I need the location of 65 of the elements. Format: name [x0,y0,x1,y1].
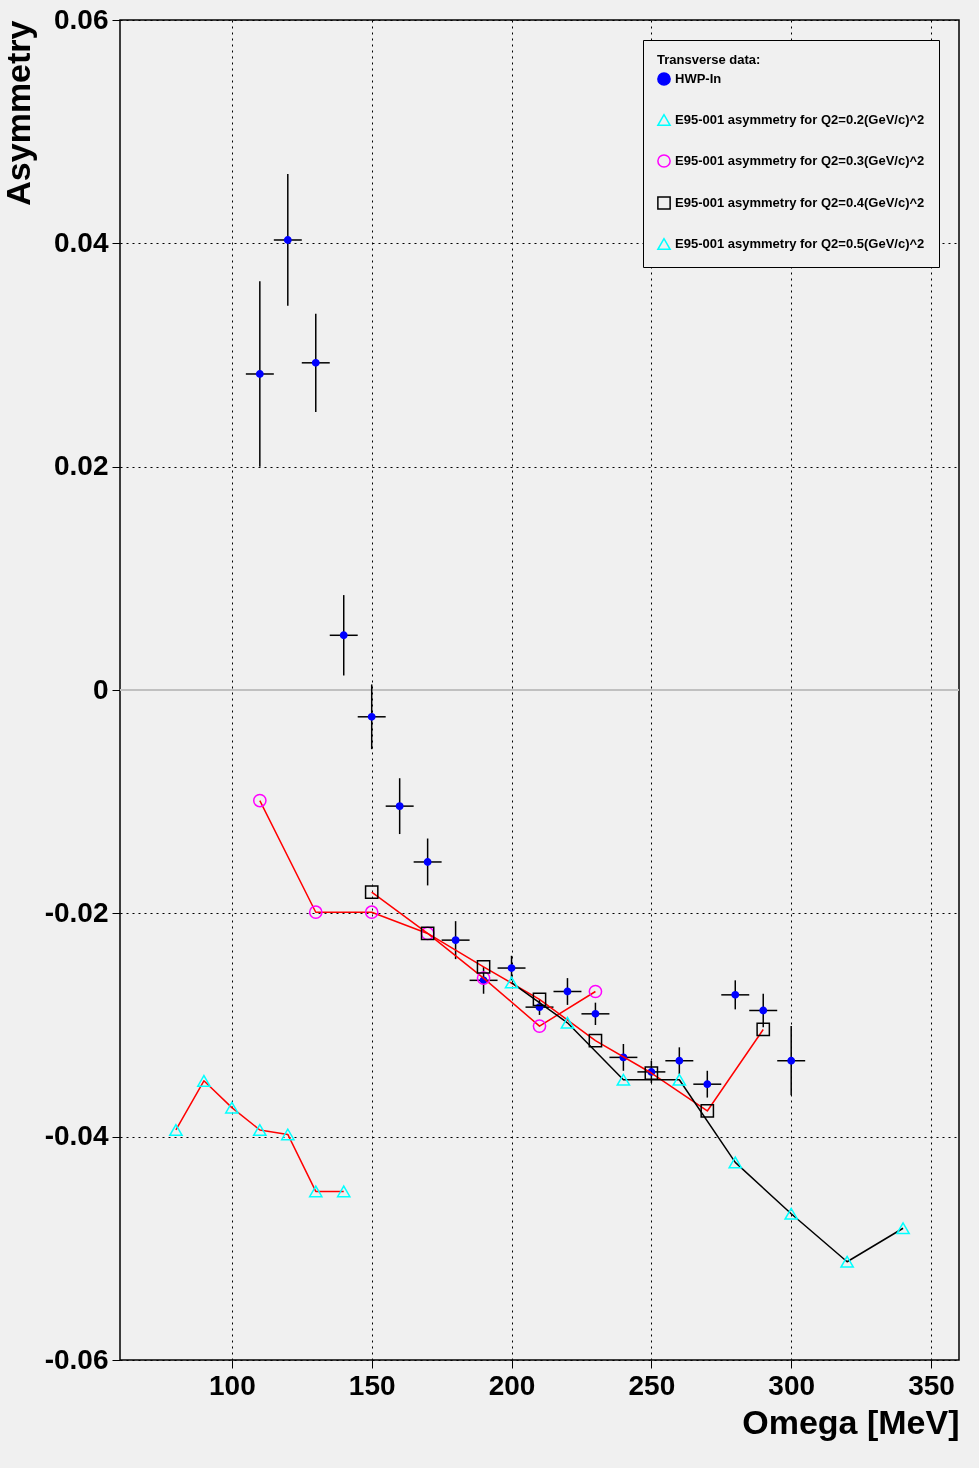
point [787,1056,796,1065]
point [311,358,320,367]
y-tick-label: 0 [92,673,109,705]
x-tick-label: 350 [908,1369,955,1401]
point [532,1019,547,1033]
point [197,1074,211,1087]
x-tick-label: 150 [348,1369,396,1401]
point [308,1185,323,1198]
point [507,964,516,972]
point [731,990,740,999]
point [703,1080,712,1089]
x-tick-label: 100 [209,1369,256,1401]
point [840,1255,855,1268]
point [700,1104,715,1118]
y-tick-label: -0.06 [44,1343,109,1375]
point [504,976,519,989]
point [451,936,460,945]
point [339,631,348,640]
y-tick-label: 0.02 [54,450,109,482]
point [283,236,292,244]
y-tick-label: -0.04 [44,1120,109,1152]
legend-label: HWP-In [675,71,722,86]
point [560,1016,575,1029]
point [588,1033,603,1048]
legend-label: E95-001 asymmetry for Q2=0.3(GeV/c)^2 [675,153,925,168]
y-tick-label: 0.04 [54,226,109,258]
point [896,1222,910,1235]
y-tick-label: 0.06 [54,3,109,35]
point [591,1009,600,1018]
point [476,960,491,974]
point [423,858,432,866]
x-axis-title: Omega [MeV] [742,1402,960,1441]
point [756,1022,771,1037]
point [364,905,379,920]
point [395,802,404,811]
point [675,1056,684,1065]
point [644,1066,659,1080]
x-tick-label: 200 [488,1369,536,1401]
point [563,987,572,996]
legend-label: E95-001 asymmetry for Q2=0.5(GeV/c)^2 [675,236,925,251]
point [308,905,323,920]
point [672,1073,687,1086]
point [759,1006,768,1015]
point [280,1128,295,1141]
legend-title: Transverse data: [657,52,761,67]
point [784,1207,799,1220]
legend-label: E95-001 asymmetry for Q2=0.4(GeV/c)^2 [675,195,925,210]
x-tick-label: 300 [768,1369,816,1401]
point [616,1073,631,1086]
point [532,992,547,1007]
point [728,1156,743,1169]
point [588,984,603,999]
point [336,1185,351,1198]
x-tick-label: 250 [628,1369,676,1401]
point [255,370,264,378]
y-tick-label: -0.02 [44,896,109,928]
point [364,885,379,899]
point [476,971,491,985]
point [367,712,376,721]
point [252,1123,267,1137]
point [224,1101,239,1114]
y-axis-title: Asymmetry [0,20,37,206]
legend-label: E95-001 asymmetry for Q2=0.2(GeV/c)^2 [675,112,925,127]
point [169,1123,183,1137]
point [252,793,267,808]
